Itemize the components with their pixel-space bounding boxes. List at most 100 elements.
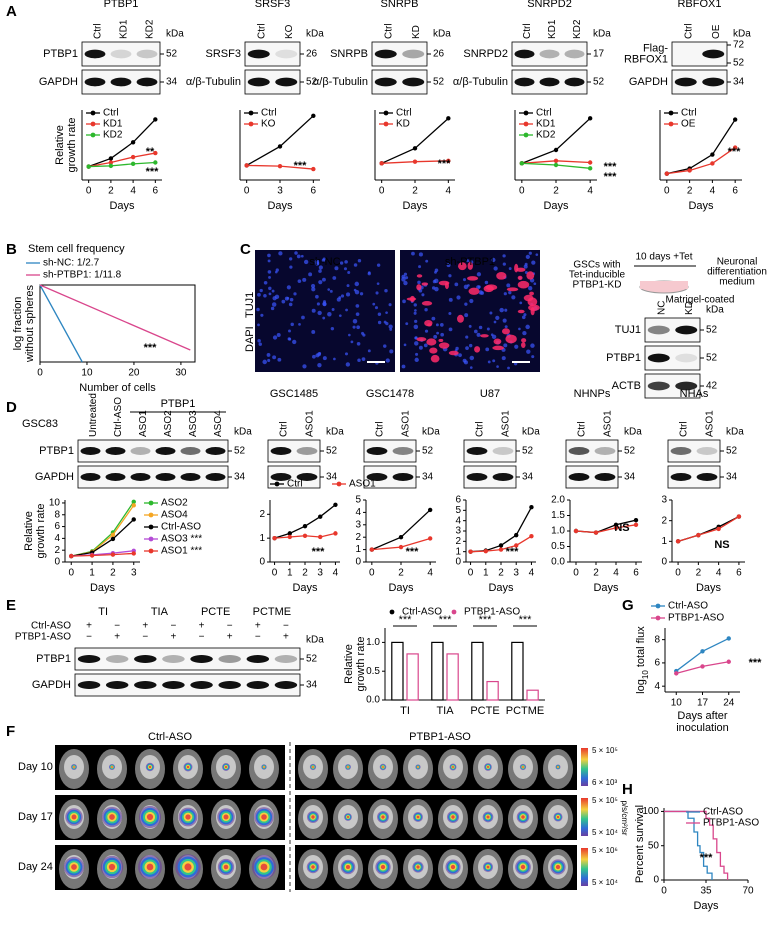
row-label: GAPDH [35, 471, 74, 483]
legend-label: Ctrl [396, 108, 412, 119]
blot-band [539, 49, 560, 59]
nucleus [345, 362, 351, 367]
nucleus [294, 251, 298, 255]
nucleus [434, 286, 439, 292]
x-tick-label: 4 [529, 568, 535, 579]
signal [556, 815, 560, 819]
x-tick-label: 2 [110, 568, 116, 579]
legend-swatch [248, 121, 254, 127]
neuron [416, 274, 423, 278]
schedule-label: 10 days +Tet [636, 252, 693, 263]
nucleus [357, 259, 362, 263]
x-tick-label: 3 [513, 568, 519, 579]
x-tick-label: 0 [573, 568, 579, 579]
legend-swatch [668, 121, 674, 127]
series-line [666, 147, 736, 175]
annotation: *** [604, 161, 618, 173]
legend-label: KD1 [536, 119, 556, 130]
x-tick-label: 6 [736, 568, 742, 579]
nucleus [384, 288, 388, 293]
bar [486, 680, 499, 701]
nucleus [352, 318, 358, 324]
blot-band [392, 447, 414, 455]
x-tick-label: 4 [130, 186, 136, 197]
blot-band [392, 473, 414, 481]
nucleus [466, 259, 470, 263]
series-line [88, 152, 156, 168]
nucleus [489, 311, 493, 315]
blot-title: SNRPB [381, 0, 419, 10]
lane-label: KD2 [572, 19, 583, 39]
blot-band [77, 681, 101, 689]
signal [108, 863, 116, 871]
data-point [153, 150, 158, 156]
nucleus [355, 304, 360, 308]
row-label: SRSF3 [206, 48, 241, 60]
nucleus [535, 253, 539, 256]
kda-marker: 52 [726, 446, 738, 457]
data-point [333, 531, 338, 536]
legend-label: sh-NC: 1/2.7 [43, 258, 100, 269]
y-tick-label: 0.0 [551, 557, 565, 568]
nucleus [487, 360, 491, 364]
annotation: *** [312, 546, 326, 558]
bar [431, 641, 444, 701]
y-tick-label: 0.5 [551, 541, 565, 552]
nucleus [418, 252, 423, 257]
nucleus [502, 318, 507, 323]
legend-swatch [336, 481, 342, 487]
y-axis-label: growth rate [355, 636, 367, 691]
data-point [379, 161, 384, 166]
legend-swatch [383, 110, 389, 116]
data-point [687, 168, 692, 173]
signal [450, 864, 456, 870]
nucleus [281, 299, 286, 304]
signal [224, 765, 228, 769]
nucleus [322, 277, 326, 282]
y-axis-label: growth rate [35, 503, 47, 558]
signal [223, 864, 229, 870]
x-tick-label: 17 [697, 698, 709, 709]
y-tick-label: 1 [455, 546, 461, 557]
nucleus [338, 296, 342, 299]
series-line [666, 119, 736, 175]
chart-title: Stem cell frequency [28, 243, 125, 255]
data-point [130, 154, 136, 160]
nucleus [343, 267, 348, 271]
signal [311, 865, 315, 869]
neuron [468, 287, 480, 295]
color-scale [581, 848, 588, 886]
kda-unit: kDa [422, 427, 440, 438]
legend-swatch [248, 110, 254, 116]
nucleus [448, 311, 452, 316]
nucleus [448, 327, 453, 332]
nucleus [262, 359, 267, 365]
neuron [421, 282, 429, 286]
row-label: RBFOX1 [624, 53, 668, 65]
data-point [587, 160, 593, 165]
panel-label: A [6, 3, 17, 20]
legend-label: KD2 [103, 130, 123, 141]
bar [446, 653, 459, 701]
nucleus [267, 253, 271, 258]
y-tick-label: 10 [49, 498, 61, 509]
data-point [153, 160, 158, 165]
data-point [736, 514, 742, 519]
color-scale [581, 748, 588, 786]
annotation: *** [728, 146, 742, 158]
blot-band [647, 381, 670, 391]
lane-label: ASO3 [188, 410, 199, 437]
x-tick-label: 6 [153, 186, 159, 197]
legend-swatch [148, 548, 154, 554]
row-label: α/β-Tubulin [186, 76, 241, 88]
legend-swatch [523, 110, 529, 116]
row-label: Flag- [643, 42, 668, 54]
bar [391, 641, 404, 701]
legend-label: KO [261, 119, 276, 130]
condition-mark: − [255, 632, 261, 643]
nucleus [402, 299, 406, 304]
data-point [272, 535, 277, 541]
signal [416, 815, 420, 819]
series-line [88, 118, 156, 168]
